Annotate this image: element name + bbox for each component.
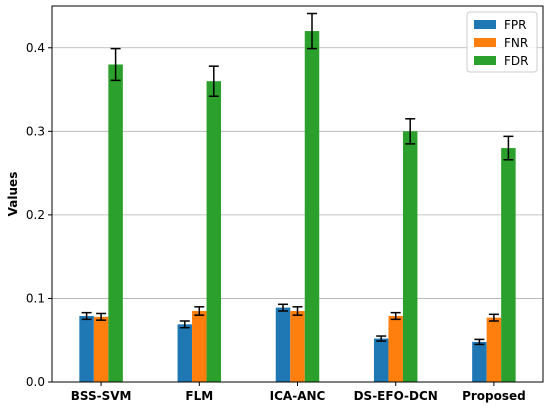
y-tick-label: 0.4 <box>26 41 45 55</box>
legend-swatch-fpr <box>474 20 496 29</box>
bar-fnr <box>486 317 502 382</box>
bar-fpr <box>275 307 291 382</box>
x-tick-label: ICA-ANC <box>270 389 326 403</box>
bar-fnr <box>290 310 305 382</box>
y-tick-label: 0.1 <box>26 291 45 305</box>
error-bars <box>81 12 514 346</box>
bar-fpr <box>79 315 94 382</box>
bar-fdr <box>402 131 418 382</box>
legend-swatch-fnr <box>474 38 496 47</box>
bar-fdr <box>206 81 222 382</box>
x-tick-label: DS-EFO-DCN <box>354 389 438 403</box>
bar-fdr <box>304 31 320 383</box>
legend-label-fpr: FPR <box>504 18 526 32</box>
y-axis-label: Values <box>6 172 20 217</box>
y-tick-label: 0.3 <box>26 124 45 138</box>
bars <box>79 31 516 383</box>
x-tick-label: BSS-SVM <box>71 389 132 403</box>
legend-label-fdr: FDR <box>504 54 528 68</box>
legend-swatch-fdr <box>474 56 496 65</box>
x-tick-label: FLM <box>185 389 213 403</box>
bar-fnr <box>93 316 109 382</box>
bar-fdr <box>108 64 123 382</box>
y-tick-label: 0.2 <box>26 208 45 222</box>
x-tick-label: Proposed <box>462 389 526 403</box>
grid-lines <box>52 47 543 299</box>
bar-fnr <box>388 315 403 382</box>
legend: FPR FNR FDR <box>466 11 538 73</box>
bar-fnr <box>192 310 207 382</box>
y-tick-label: 0.0 <box>26 375 45 389</box>
legend-label-fnr: FNR <box>504 36 528 50</box>
bar-fpr <box>472 341 487 382</box>
bar-fpr <box>373 338 389 382</box>
axis-ticks: 0.0 0.1 0.2 0.3 0.4 BSS-SVM FLM ICA-ANC DS-EFO-D… <box>26 41 526 403</box>
bar-fdr <box>501 148 516 382</box>
bar-fpr <box>177 324 193 382</box>
